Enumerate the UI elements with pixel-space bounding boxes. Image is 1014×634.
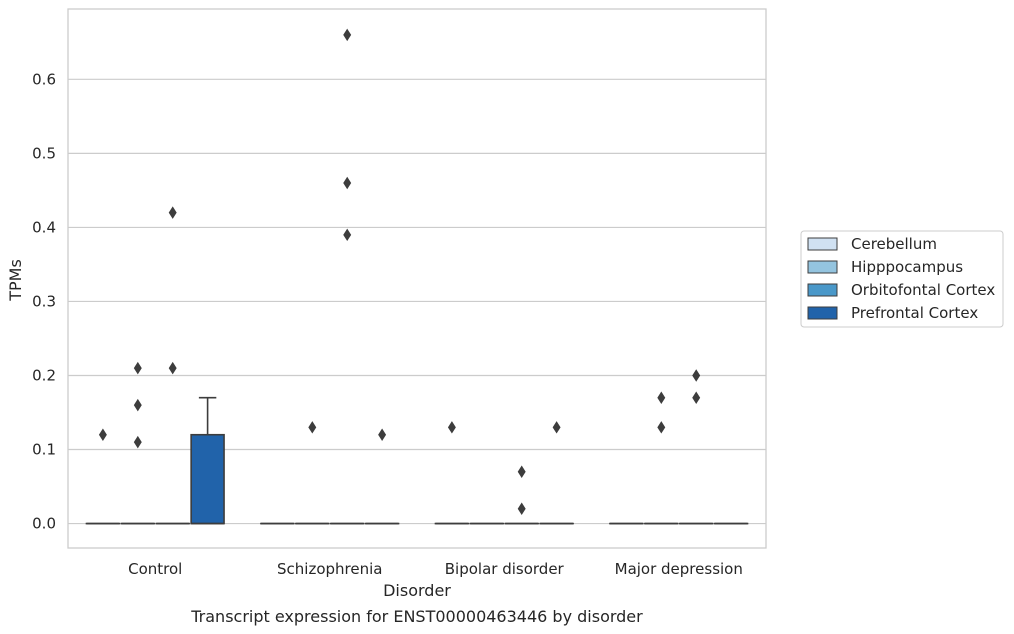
outlier-point	[168, 361, 177, 375]
outlier-point	[133, 398, 142, 412]
x-axis-ticks: Control Schizophrenia Bipolar disorder Majo…	[128, 560, 743, 578]
outlier-point	[517, 502, 526, 516]
legend-item: Orbitofontal Cortex	[807, 281, 995, 299]
y-tick-label: 0.2	[32, 366, 56, 384]
box-prefrontal-cortex	[539, 421, 574, 525]
x-tick-label: Major depression	[615, 560, 743, 578]
box-orbitofontal-cortex	[678, 369, 714, 525]
legend-item: Hipppocampus	[807, 258, 963, 276]
x-tick-label: Schizophrenia	[277, 560, 382, 578]
box-orbitofontal-cortex	[155, 206, 190, 525]
outlier-point	[168, 206, 177, 219]
y-tick-label: 0.4	[32, 218, 56, 236]
legend-item: Prefrontal Cortex	[807, 304, 978, 322]
plot-frame	[67, 8, 767, 549]
legend-label: Hipppocampus	[851, 258, 963, 276]
legend-label: Orbitofontal Cortex	[851, 281, 995, 299]
outlier-point	[98, 428, 107, 441]
x-axis-title: Disorder	[383, 581, 451, 600]
y-tick-label: 0.0	[32, 515, 56, 533]
outlier-point	[378, 428, 387, 441]
outlier-point	[692, 369, 701, 382]
legend: Cerebellum Hipppocampus Orbitofontal Corte…	[800, 230, 1004, 328]
outlier-point	[657, 421, 666, 434]
outlier-point	[133, 435, 142, 449]
legend-swatch	[807, 283, 838, 297]
outlier-point	[517, 465, 526, 478]
y-axis-ticks: 0.0 0.1 0.2 0.3 0.4 0.5 0.6	[32, 70, 56, 532]
legend-frame	[800, 230, 1004, 328]
legend-items: Cerebellum Hipppocampus Orbitofontal Corte…	[807, 235, 995, 322]
legend-swatch	[807, 237, 838, 251]
chart-caption: Transcript expression for ENST0000046344…	[190, 607, 643, 626]
box-cerebellum	[434, 421, 470, 525]
box-plots	[85, 28, 749, 525]
y-tick-label: 0.3	[32, 292, 56, 310]
box-hipppocampus	[295, 421, 330, 525]
box-cerebellum	[85, 428, 121, 525]
legend-item: Cerebellum	[807, 235, 937, 253]
outlier-point	[447, 421, 456, 434]
outlier-point	[657, 391, 666, 404]
box-hipppocampus	[644, 391, 679, 525]
box-prefrontal-cortex	[190, 396, 225, 525]
legend-swatch	[807, 306, 838, 320]
box-prefrontal-cortex	[364, 428, 400, 525]
y-tick-label: 0.1	[32, 441, 56, 459]
outlier-point	[308, 421, 317, 434]
box-orbitofontal-cortex	[504, 465, 539, 525]
legend-label: Cerebellum	[851, 235, 937, 253]
y-tick-label: 0.5	[32, 144, 56, 162]
outlier-point	[692, 391, 701, 404]
x-tick-label: Control	[128, 560, 182, 578]
grid-lines	[68, 78, 766, 525]
legend-swatch	[807, 260, 838, 274]
x-tick-label: Bipolar disorder	[445, 560, 565, 578]
y-axis-title: TPMs	[6, 259, 25, 302]
box-hipppocampus	[120, 361, 156, 525]
outlier-point	[343, 28, 352, 42]
y-tick-label: 0.6	[32, 70, 56, 88]
box-orbitofontal-cortex	[329, 28, 365, 525]
outlier-point	[552, 421, 561, 434]
outlier-point	[133, 361, 142, 375]
legend-label: Prefrontal Cortex	[851, 304, 978, 322]
outlier-point	[343, 228, 352, 242]
box-body	[190, 433, 225, 525]
outlier-point	[343, 176, 352, 190]
